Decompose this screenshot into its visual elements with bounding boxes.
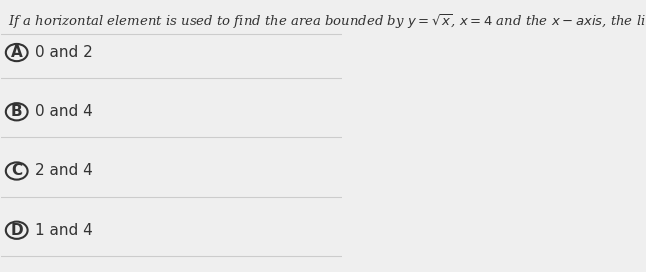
Text: A: A (11, 45, 23, 60)
Text: 2 and 4: 2 and 4 (36, 163, 93, 178)
Text: B: B (11, 104, 23, 119)
Text: 0 and 2: 0 and 2 (36, 45, 93, 60)
Text: D: D (10, 223, 23, 238)
Text: 1 and 4: 1 and 4 (36, 223, 93, 238)
Text: If a horizontal element is used to find the area bounded by $y=\sqrt{x}$, $x=4$ : If a horizontal element is used to find … (8, 12, 646, 31)
Text: C: C (11, 163, 22, 178)
Text: 0 and 4: 0 and 4 (36, 104, 93, 119)
